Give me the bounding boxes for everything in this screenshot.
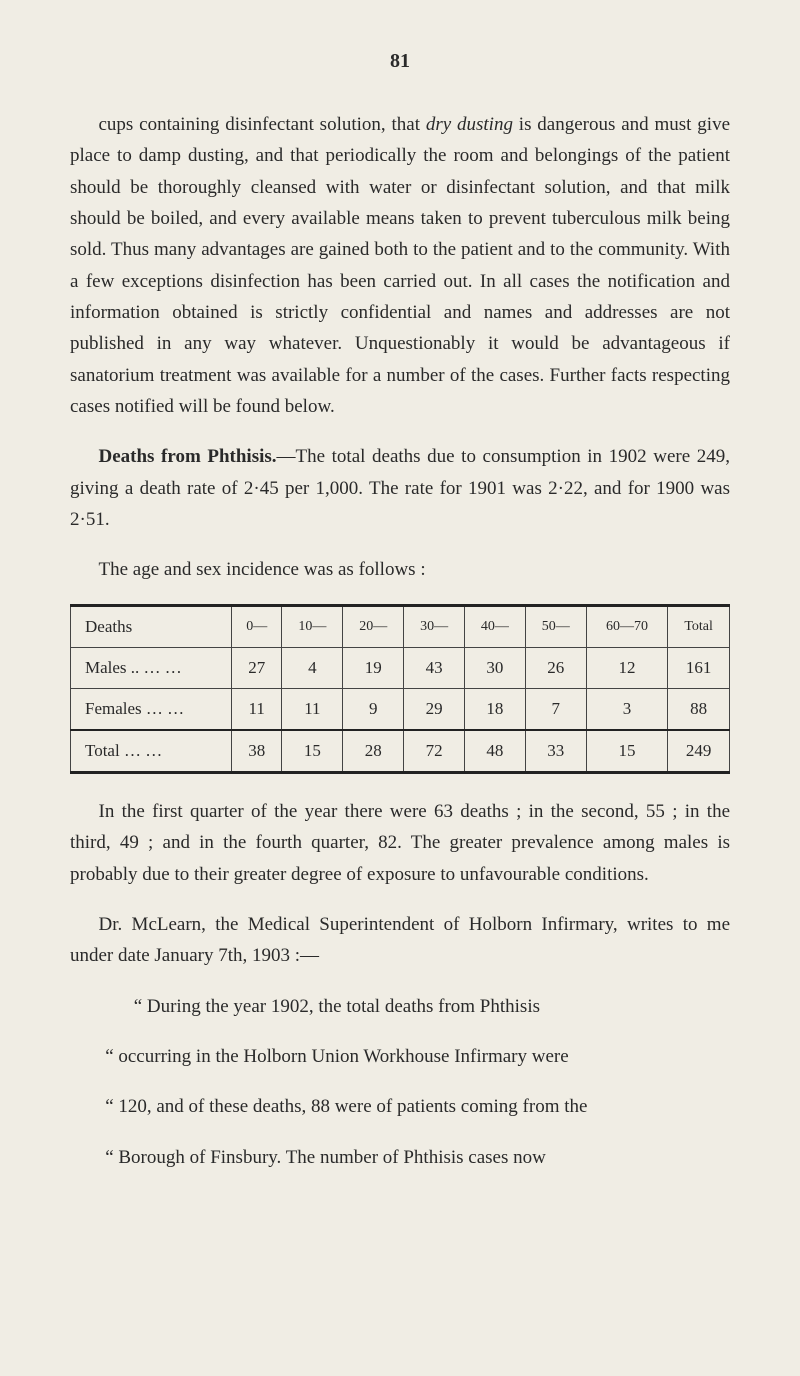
cell: 88 bbox=[668, 688, 730, 730]
table-row: Males .. … … 27 4 19 43 30 26 12 161 bbox=[71, 647, 730, 688]
cell: 4 bbox=[282, 647, 343, 688]
paragraph-4: In the first quarter of the year there w… bbox=[70, 796, 730, 890]
paragraph-5: Dr. McLearn, the Medical Superintendent … bbox=[70, 909, 730, 972]
col-60-70: 60—70 bbox=[586, 605, 668, 647]
cell: 29 bbox=[404, 688, 465, 730]
cell: 3 bbox=[586, 688, 668, 730]
table-row: Females … … 11 11 9 29 18 7 3 88 bbox=[71, 688, 730, 730]
cell: 12 bbox=[586, 647, 668, 688]
cell: 11 bbox=[282, 688, 343, 730]
paragraph-3: The age and sex incidence was as follows… bbox=[70, 554, 730, 585]
cell: 30 bbox=[464, 647, 525, 688]
cell: 19 bbox=[343, 647, 404, 688]
cell: 7 bbox=[525, 688, 586, 730]
cell: 26 bbox=[525, 647, 586, 688]
col-10: 10— bbox=[282, 605, 343, 647]
cell: 38 bbox=[232, 730, 282, 773]
cell: 43 bbox=[404, 647, 465, 688]
col-20: 20— bbox=[343, 605, 404, 647]
paragraph-1: cups containing disinfectant solution, t… bbox=[70, 109, 730, 422]
col-30: 30— bbox=[404, 605, 465, 647]
page: 81 cups containing disinfectant solution… bbox=[0, 0, 800, 1223]
para1-text-b: is dangerous and must give place to damp… bbox=[70, 114, 730, 417]
table-row-total: Total … … 38 15 28 72 48 33 15 249 bbox=[71, 730, 730, 773]
col-40: 40— bbox=[464, 605, 525, 647]
cell: 161 bbox=[668, 647, 730, 688]
quote-line-1: “ During the year 1902, the total deaths… bbox=[105, 991, 730, 1022]
col-50: 50— bbox=[525, 605, 586, 647]
table-header-row: Deaths 0— 10— 20— 30— 40— 50— 60—70 Tota… bbox=[71, 605, 730, 647]
cell: 27 bbox=[232, 647, 282, 688]
deaths-table: Deaths 0— 10— 20— 30— 40— 50— 60—70 Tota… bbox=[70, 604, 730, 774]
cell: 15 bbox=[282, 730, 343, 773]
cell: 9 bbox=[343, 688, 404, 730]
cell: 48 bbox=[464, 730, 525, 773]
cell: 28 bbox=[343, 730, 404, 773]
cell: 15 bbox=[586, 730, 668, 773]
quote-line-3: “ 120, and of these deaths, 88 were of p… bbox=[105, 1091, 730, 1122]
cell: 18 bbox=[464, 688, 525, 730]
quote-line-2: “ occurring in the Holborn Union Workhou… bbox=[105, 1041, 730, 1072]
cell: 33 bbox=[525, 730, 586, 773]
cell: 249 bbox=[668, 730, 730, 773]
col-0: 0— bbox=[232, 605, 282, 647]
cell: 72 bbox=[404, 730, 465, 773]
para1-italic: dry dusting bbox=[426, 114, 513, 135]
row-females-label: Females … … bbox=[71, 688, 232, 730]
cell: 11 bbox=[232, 688, 282, 730]
paragraph-2: Deaths from Phthisis.—The total deaths d… bbox=[70, 441, 730, 535]
col-deaths: Deaths bbox=[71, 605, 232, 647]
row-males-label: Males .. … … bbox=[71, 647, 232, 688]
para2-lead: Deaths from Phthisis. bbox=[99, 446, 277, 467]
page-number: 81 bbox=[70, 50, 730, 73]
row-total-label: Total … … bbox=[71, 730, 232, 773]
col-total: Total bbox=[668, 605, 730, 647]
quote-line-4: “ Borough of Finsbury. The number of Pht… bbox=[105, 1142, 730, 1173]
para1-text-a: cups containing disinfectant solution, t… bbox=[99, 114, 426, 135]
quote-block: “ During the year 1902, the total deaths… bbox=[105, 991, 730, 1173]
